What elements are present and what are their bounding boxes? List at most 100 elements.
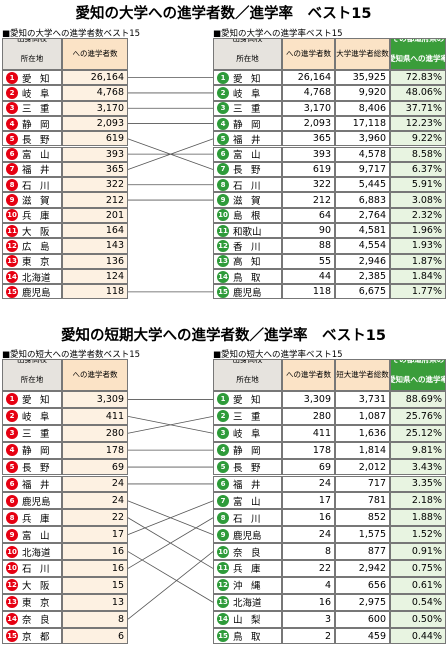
value-cell: 3 <box>282 610 335 628</box>
rank-badge: 14 <box>6 613 18 626</box>
rank-connector <box>127 551 214 620</box>
rank-badge: 4 <box>6 444 18 457</box>
prefecture-cell: 2 三重 <box>213 407 282 425</box>
value-cell: 3.35% <box>390 475 446 493</box>
prefecture-cell: 10 北海道 <box>2 543 62 560</box>
value-cell: 0.91% <box>390 543 446 560</box>
header-cell: その都道府県の短大進学者総数 <box>335 359 390 391</box>
prefecture-cell: 9 富山 <box>2 526 62 544</box>
value-cell: 8 <box>62 610 128 628</box>
value-cell: 8.58% <box>390 146 446 162</box>
header-line: 愛知県への進学率 <box>390 54 446 63</box>
prefecture-cell: 7 福井 <box>2 161 62 178</box>
prefecture-cell: 6 富山 <box>213 146 282 162</box>
prefecture-name: 鳥取 <box>233 632 270 644</box>
value-cell: 6 <box>62 627 128 645</box>
prefecture-cell: 14 鳥取 <box>213 268 282 285</box>
rank-badge: 7 <box>6 163 18 176</box>
prefecture-name: 富山 <box>233 496 270 508</box>
value-cell: 3,170 <box>62 100 128 116</box>
rank-badge: 11 <box>217 562 229 575</box>
table-caption: ■愛知の短大への進学者数ベスト15 <box>2 350 141 360</box>
value-cell: 393 <box>282 146 335 162</box>
prefecture-cell: 13 東京 <box>2 593 62 611</box>
prefecture-name: 三重 <box>22 104 59 116</box>
header-line: 出身高校 <box>232 38 263 43</box>
value-cell: 4,578 <box>335 146 390 162</box>
prefecture-cell: 7 富山 <box>213 492 282 510</box>
header-line: 出身高校 <box>17 38 47 43</box>
prefecture-cell: 8 兵庫 <box>2 509 62 527</box>
value-cell: 365 <box>282 131 335 147</box>
prefecture-cell: 3 三重 <box>2 100 62 116</box>
header-line: 所在地 <box>20 54 44 63</box>
rank-badge: 7 <box>217 494 229 507</box>
header-line: 短大進学者総数 <box>336 370 389 379</box>
value-cell: 781 <box>335 492 390 510</box>
value-cell: 9.81% <box>390 441 446 459</box>
value-cell: 1.52% <box>390 526 446 544</box>
prefecture-cell: 11 兵庫 <box>213 560 282 577</box>
value-cell: 16 <box>282 593 335 611</box>
rank-badge: 8 <box>6 178 18 191</box>
rank-badge: 6 <box>6 148 18 161</box>
prefecture-cell: 14 山梨 <box>213 610 282 628</box>
prefecture-cell: 8 石川 <box>2 177 62 193</box>
prefecture-name: 高知 <box>233 257 270 269</box>
prefecture-name: 愛知 <box>233 73 270 85</box>
prefecture-name: 愛知 <box>22 73 59 85</box>
prefecture-name: 福井 <box>22 479 59 491</box>
value-cell: 22 <box>282 560 335 577</box>
prefecture-cell: 9 滋賀 <box>2 192 62 208</box>
value-cell: 322 <box>62 177 128 193</box>
header-line: 所在地 <box>236 54 259 63</box>
value-cell: 13 <box>62 593 128 611</box>
prefecture-name: 沖縄 <box>233 581 270 593</box>
value-cell: 48.06% <box>390 85 446 101</box>
value-cell: 1.96% <box>390 223 446 239</box>
rank-badge: 10 <box>217 209 229 222</box>
prefecture-cell: 15 京都 <box>2 627 62 645</box>
value-cell: 0.61% <box>390 576 446 594</box>
rank-badge: 13 <box>217 596 229 609</box>
prefecture-name: 静岡 <box>22 119 59 131</box>
prefecture-cell: 1 愛知 <box>2 391 62 408</box>
value-cell: 12.23% <box>390 115 446 132</box>
value-cell: 35,925 <box>335 70 390 86</box>
value-cell: 6,675 <box>335 284 390 300</box>
value-cell: 5.91% <box>390 177 446 193</box>
rank-badge: 12 <box>6 579 18 592</box>
prefecture-name: 島根 <box>233 211 270 223</box>
value-cell: 17,118 <box>335 115 390 132</box>
value-cell: 6,883 <box>335 192 390 208</box>
value-cell: 2,093 <box>282 115 335 132</box>
rank-badge: 13 <box>217 255 229 268</box>
prefecture-name: 兵庫 <box>22 211 59 223</box>
value-cell: 3,170 <box>282 100 335 116</box>
value-cell: 1.84% <box>390 268 446 285</box>
value-cell: 411 <box>62 407 128 425</box>
header-cell: 愛知県の大学への進学者数 <box>62 38 128 70</box>
prefecture-name: 富山 <box>233 150 270 162</box>
value-cell: 178 <box>62 441 128 459</box>
rank-badge: 9 <box>6 194 18 207</box>
prefecture-cell: 4 静岡 <box>2 115 62 132</box>
prefecture-name: 鹿児島 <box>22 496 51 508</box>
prefecture-name: 福井 <box>233 479 270 491</box>
value-cell: 1,814 <box>335 441 390 459</box>
value-cell: 0.75% <box>390 560 446 577</box>
rank-badge: 6 <box>217 477 229 490</box>
value-cell: 143 <box>62 238 128 254</box>
prefecture-cell: 2 岐阜 <box>213 85 282 101</box>
value-cell: 1,636 <box>335 424 390 442</box>
prefecture-cell: 11 和歌山 <box>213 223 282 239</box>
rank-badge: 15 <box>217 285 229 298</box>
prefecture-cell: 3 三重 <box>2 424 62 442</box>
value-cell: 0.44% <box>390 627 446 645</box>
prefecture-name: 鹿児島 <box>22 287 51 299</box>
value-cell: 2.18% <box>390 492 446 510</box>
rank-connector <box>127 415 214 434</box>
value-cell: 16 <box>282 509 335 527</box>
header-line: への進学者数 <box>72 370 118 379</box>
